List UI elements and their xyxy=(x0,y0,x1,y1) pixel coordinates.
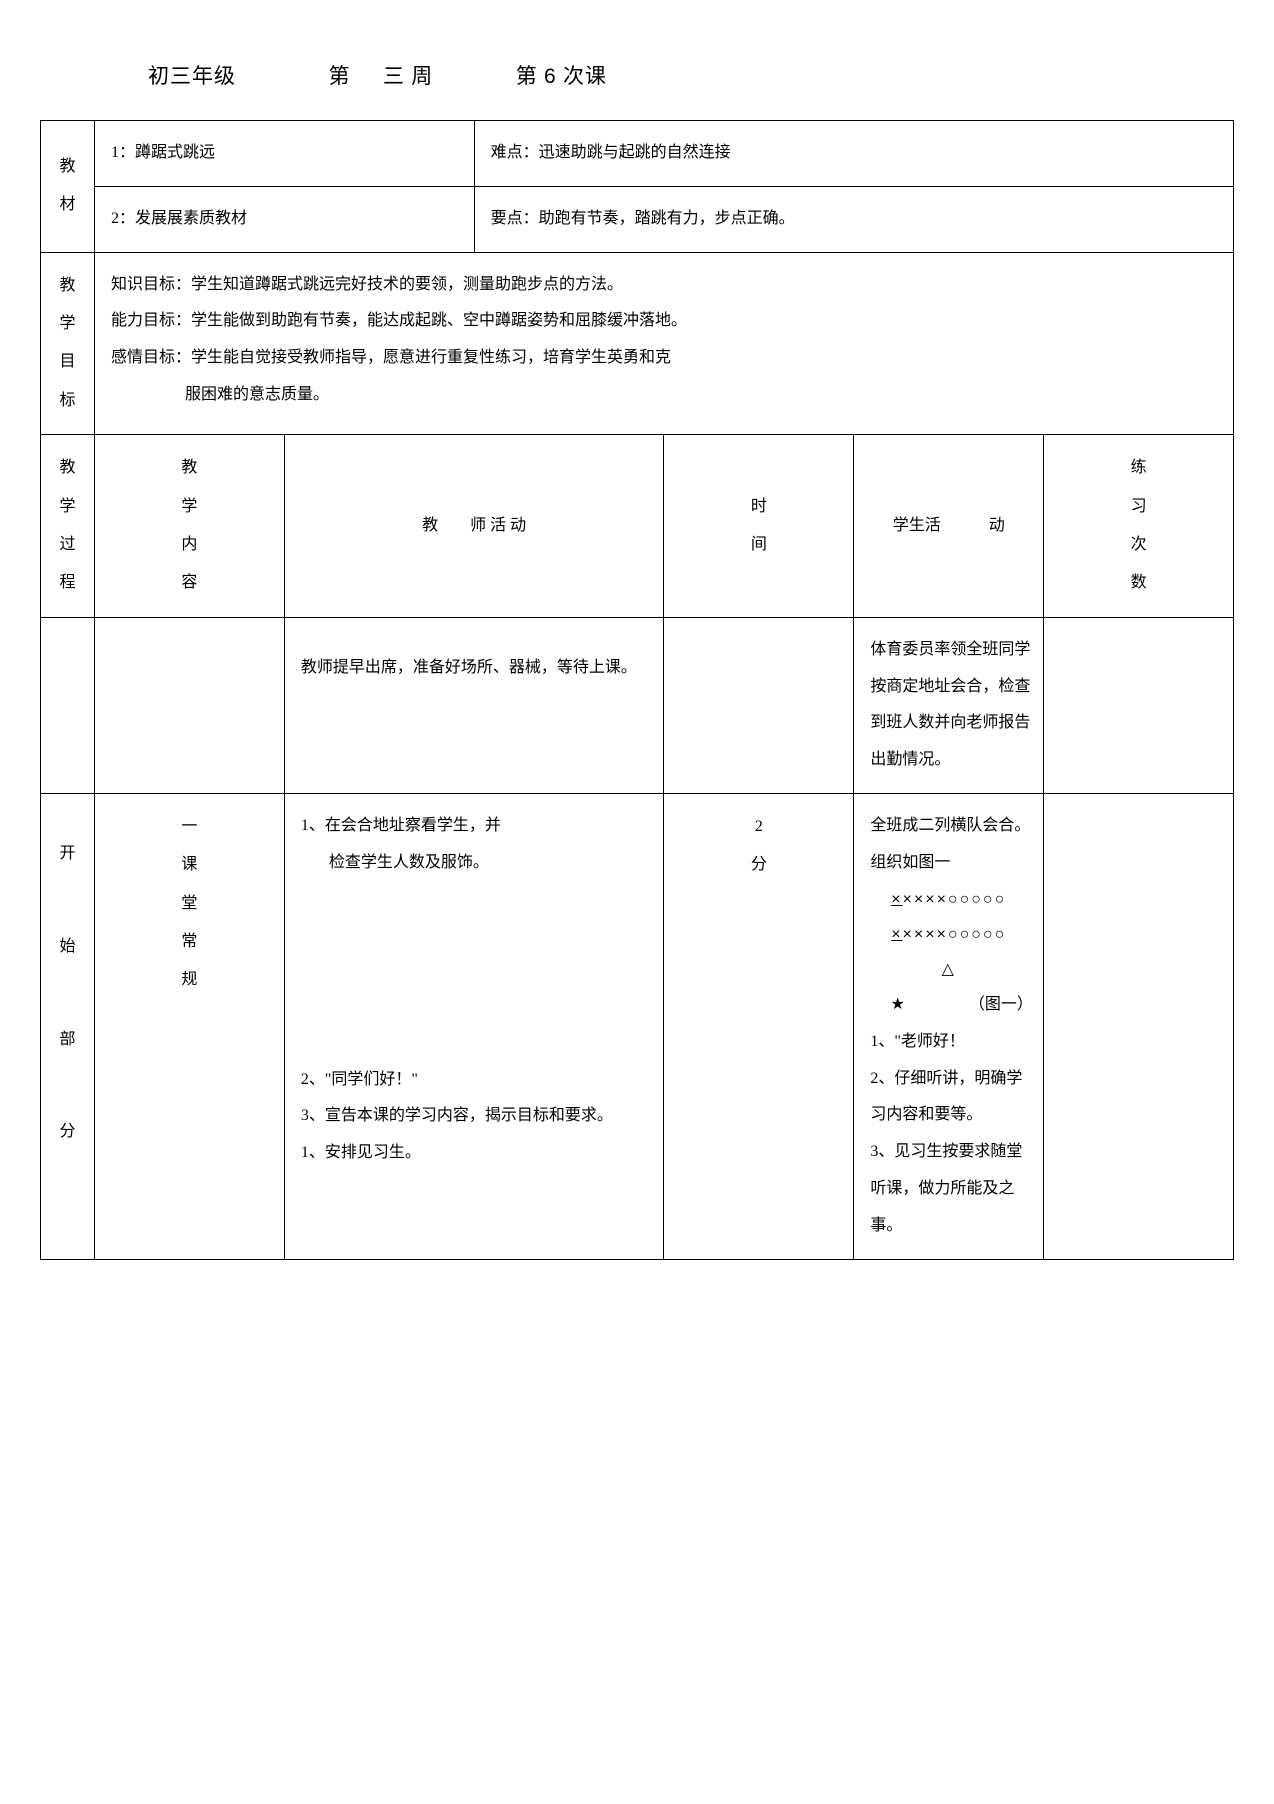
star-icon: ★ xyxy=(891,996,905,1013)
subject-item1-cell: 1：蹲踞式跳远 xyxy=(95,121,475,187)
opening-teacher-1: 1、在会合地址察看学生，并 xyxy=(295,808,654,845)
lesson-suffix: 次课 xyxy=(563,64,607,88)
week-label: 第 xyxy=(329,64,351,88)
keypoint-cell: 要点：助跑有节奏，踏跳有力，步点正确。 xyxy=(474,186,1233,252)
formation-row-2: ×××××○○○○○ xyxy=(864,917,1033,952)
prep-student-text: 体育委员率领全班同学按商定地址会合，检查到班人数并向老师报告出勤情况。 xyxy=(864,632,1033,779)
objective-ability: 能力目标：学生能做到助跑有节奏，能达成起跳、空中蹲踞姿势和屈膝缓冲落地。 xyxy=(105,303,1223,340)
count-header-cell: 练习次数 xyxy=(1044,435,1234,618)
opening-count-cell xyxy=(1044,793,1234,1259)
formation-row-1: ×××××○○○○○ xyxy=(864,882,1033,917)
lesson-label: 第 xyxy=(516,64,538,88)
week-num: 三 周 xyxy=(383,64,433,88)
prep-phase-cell xyxy=(41,617,95,793)
prep-count-cell xyxy=(1044,617,1234,793)
subject-label-2: 材 xyxy=(51,186,84,224)
content-header-label: 教学内容 xyxy=(99,449,280,603)
prep-teacher-cell: 教师提早出席，准备好场所、器械，等待上课。 xyxy=(284,617,664,793)
opening-student-1: 全班成二列横队会合。 xyxy=(864,808,1033,845)
opening-time-text: 2分 xyxy=(674,808,843,885)
objective-emotion2: 服困难的意志质量。 xyxy=(105,377,1223,414)
opening-content-cell: 一课堂常规 xyxy=(95,793,285,1259)
keypoint-text: 要点：助跑有节奏，踏跳有力，步点正确。 xyxy=(485,201,1223,238)
grade-label: 初三年级 xyxy=(148,64,236,88)
prep-content-cell xyxy=(95,617,285,793)
page-title: 初三年级 第 三 周 第 6 次课 xyxy=(148,60,1234,90)
subject-item2-cell: 2：发展展素质教材 xyxy=(95,186,475,252)
subject-label-cell: 教 材 xyxy=(41,121,95,253)
subject-label-1: 教 xyxy=(51,148,84,186)
objective-emotion1: 感情目标：学生能自觉接受教师指导，愿意进行重复性练习，培育学生英勇和克 xyxy=(105,340,1223,377)
opening-phase-label: 开始部分 xyxy=(45,808,90,1179)
opening-teacher-2: 2、"同学们好！" xyxy=(295,1062,654,1099)
subject-item2: 2：发展展素质教材 xyxy=(105,201,464,238)
lesson-plan-table: 教 材 1：蹲踞式跳远 难点：迅速助跳与起跳的自然连接 2：发展展素质教材 要点… xyxy=(40,120,1234,1260)
process-header-cell: 教学过程 xyxy=(41,435,95,618)
content-header-cell: 教学内容 xyxy=(95,435,285,618)
formation-star-row: ★ （图一） xyxy=(864,987,1033,1024)
time-header-2: 间 xyxy=(674,526,843,564)
opening-phase-cell: 开始部分 xyxy=(41,793,95,1259)
opening-student-2: 组织如图一 xyxy=(864,845,1033,882)
opening-teacher-1b: 检查学生人数及服饰。 xyxy=(295,845,654,882)
teacher-header-label: 教 师 活 动 xyxy=(295,508,654,543)
opening-teacher-cell: 1、在会合地址察看学生，并 检查学生人数及服饰。 2、"同学们好！" 3、宣告本… xyxy=(284,793,664,1259)
opening-student-5: 3、见习生按要求随堂听课，做力所能及之事。 xyxy=(864,1134,1033,1244)
opening-content-label: 一课堂常规 xyxy=(99,808,280,1000)
lesson-num: 6 xyxy=(544,65,557,88)
prep-teacher-text: 教师提早出席，准备好场所、器械，等待上课。 xyxy=(295,650,654,687)
student-header-label: 学生活 动 xyxy=(864,508,1033,543)
count-header-label: 练习次数 xyxy=(1054,449,1223,603)
prep-student-cell: 体育委员率领全班同学按商定地址会合，检查到班人数并向老师报告出勤情况。 xyxy=(854,617,1044,793)
teacher-header-cell: 教 师 活 动 xyxy=(284,435,664,618)
prep-time-cell xyxy=(664,617,854,793)
opening-teacher-4: 1、安排见习生。 xyxy=(295,1135,654,1172)
student-header-cell: 学生活 动 xyxy=(854,435,1044,618)
time-header-cell: 时 间 xyxy=(664,435,854,618)
subject-item1: 1：蹲踞式跳远 xyxy=(105,135,464,172)
process-header-label: 教学过程 xyxy=(45,449,90,603)
objective-knowledge: 知识目标：学生知道蹲踞式跳远完好技术的要领，测量助跑步点的方法。 xyxy=(105,267,1223,304)
objectives-label-cell: 教学目标 xyxy=(41,252,95,435)
objectives-label: 教学目标 xyxy=(51,267,84,421)
time-header-1: 时 xyxy=(674,488,843,526)
figure-label: （图一） xyxy=(969,996,1033,1013)
difficulty-cell: 难点：迅速助跳与起跳的自然连接 xyxy=(474,121,1233,187)
opening-student-3: 1、"老师好！ xyxy=(864,1024,1033,1061)
opening-student-cell: 全班成二列横队会合。 组织如图一 ×××××○○○○○ ×××××○○○○○ △… xyxy=(854,793,1044,1259)
objectives-content-cell: 知识目标：学生知道蹲踞式跳远完好技术的要领，测量助跑步点的方法。 能力目标：学生… xyxy=(95,252,1234,435)
formation-triangle: △ xyxy=(864,952,1033,987)
opening-teacher-3: 3、宣告本课的学习内容，揭示目标和要求。 xyxy=(295,1098,654,1135)
difficulty-text: 难点：迅速助跳与起跳的自然连接 xyxy=(485,135,1223,172)
opening-time-cell: 2分 xyxy=(664,793,854,1259)
opening-student-4: 2、仔细听讲，明确学习内容和要等。 xyxy=(864,1061,1033,1135)
